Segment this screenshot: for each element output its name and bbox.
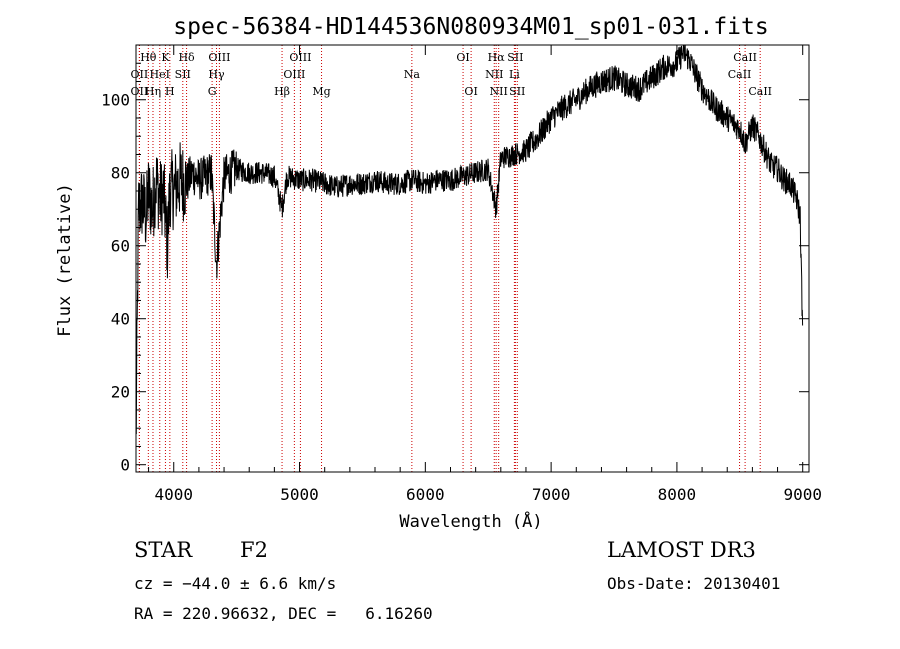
- line-label: K: [161, 51, 170, 64]
- line-label: OI: [464, 85, 477, 98]
- chart-title: spec-56384-HD144536N080934M01_sp01-031.f…: [173, 14, 768, 40]
- y-tick-label: 60: [111, 237, 130, 256]
- y-axis-label: Flux (relative): [55, 183, 75, 337]
- line-label: NII: [485, 68, 503, 81]
- line-label: SII: [175, 68, 191, 81]
- y-tick-label: 20: [111, 383, 130, 402]
- line-label: CaII: [748, 85, 772, 98]
- x-tick-label: 4000: [154, 485, 193, 504]
- plot-frame: [135, 44, 810, 473]
- observation-date: Obs-Date: 20130401: [607, 574, 781, 593]
- line-label: SII: [509, 85, 525, 98]
- line-label: OI: [456, 51, 469, 64]
- spectrum-line: [135, 44, 804, 435]
- line-label: H: [165, 85, 175, 98]
- x-tick-label: 6000: [406, 485, 445, 504]
- line-label: OIII: [289, 51, 311, 64]
- line-label: CaII: [733, 51, 757, 64]
- line-label: OIII: [208, 51, 230, 64]
- survey-name: LAMOST DR3: [607, 538, 756, 562]
- object-subclass: F2: [240, 538, 268, 562]
- line-label: SII: [507, 51, 523, 64]
- line-label: Li: [509, 68, 520, 81]
- line-label: Hγ: [208, 68, 225, 81]
- line-label: OII: [131, 85, 149, 98]
- x-tick-label: 9000: [783, 485, 822, 504]
- y-axis-ticks: 0 20 40 60 80 100: [101, 62, 809, 475]
- line-label: Hβ: [274, 85, 290, 98]
- y-tick-label: 0: [120, 456, 130, 475]
- line-label: HeI: [150, 68, 170, 81]
- x-tick-label: 7000: [532, 485, 571, 504]
- line-label: Hη: [145, 85, 161, 98]
- line-label: OIII: [283, 68, 305, 81]
- line-label: Hδ: [178, 51, 195, 64]
- line-label: Mg: [312, 85, 330, 98]
- y-tick-label: 80: [111, 164, 130, 183]
- ra-dec-coordinates: RA = 220.96632, DEC = 6.16260: [134, 604, 433, 623]
- line-label: OII: [131, 68, 149, 81]
- x-axis-ticks: 4000 5000 6000 7000 8000 9000: [148, 45, 822, 504]
- object-class: STAR: [134, 538, 193, 562]
- spectrum-series: [135, 44, 804, 435]
- line-label: Na: [404, 68, 421, 81]
- spectral-line-markers: [138, 45, 761, 472]
- line-label: NII: [490, 85, 508, 98]
- line-label: CaII: [728, 68, 752, 81]
- redshift-velocity: cz = −44.0 ± 6.6 km/s: [134, 574, 337, 593]
- line-label: Hθ: [140, 51, 157, 64]
- x-axis-label: Wavelength (Å): [399, 510, 542, 532]
- x-tick-label: 8000: [658, 485, 697, 504]
- line-label: G: [208, 85, 217, 98]
- y-tick-label: 100: [101, 91, 130, 110]
- y-tick-label: 40: [111, 310, 130, 329]
- x-tick-label: 5000: [280, 485, 319, 504]
- line-label: Hα: [488, 51, 506, 64]
